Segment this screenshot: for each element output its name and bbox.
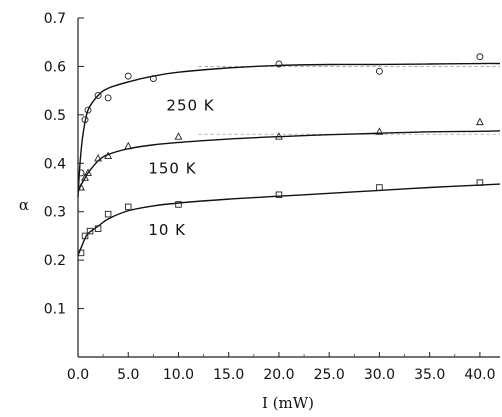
data-point-circle bbox=[375, 67, 383, 75]
data-point-square bbox=[476, 179, 484, 186]
y-tick-label: 0.6 bbox=[44, 59, 66, 75]
y-axis-title: α bbox=[19, 196, 29, 214]
y-tick-label: 0.4 bbox=[44, 156, 66, 172]
data-point-triangle bbox=[77, 183, 85, 191]
y-tick-label: 0.3 bbox=[44, 205, 66, 221]
data-point-circle bbox=[149, 75, 157, 82]
data-point-circle bbox=[81, 116, 89, 124]
data-markers bbox=[77, 53, 484, 257]
data-point-circle bbox=[94, 92, 102, 99]
data-point-square bbox=[376, 184, 383, 191]
y-tick-label: 0.1 bbox=[44, 302, 66, 318]
tick-labels: 0.0 5.0 10.0 15.0 20.0 25.0 30.0 35.0 40.0 0.1 0.2… bbox=[44, 11, 496, 383]
x-tick-label: 30.0 bbox=[364, 367, 395, 383]
series-label: 150 K bbox=[148, 160, 196, 178]
data-point-square bbox=[104, 210, 112, 218]
data-point-triangle bbox=[275, 132, 283, 140]
y-tick-label: 0.5 bbox=[44, 108, 66, 124]
data-point-square bbox=[175, 201, 182, 208]
data-point-square bbox=[86, 227, 94, 235]
x-tick-label: 5.0 bbox=[117, 367, 139, 383]
x-tick-label: 25.0 bbox=[314, 367, 345, 383]
x-tick-label: 15.0 bbox=[213, 367, 244, 383]
fit-curve-1 bbox=[77, 130, 501, 193]
data-point-circle bbox=[84, 106, 92, 114]
data-point-triangle bbox=[104, 151, 113, 159]
data-point-triangle bbox=[375, 127, 384, 135]
x-axis-title: I (mW) bbox=[262, 394, 314, 412]
data-point-triangle bbox=[81, 173, 89, 181]
data-point-triangle bbox=[475, 117, 484, 126]
fit-curve-2 bbox=[77, 183, 501, 256]
data-point-triangle bbox=[124, 141, 133, 150]
data-point-circle bbox=[104, 94, 112, 102]
x-tick-label: 35.0 bbox=[414, 367, 445, 383]
x-tick-label: 0.0 bbox=[67, 367, 89, 383]
series-label: 250 K bbox=[166, 96, 214, 114]
reference-lines bbox=[198, 66, 500, 135]
data-point-triangle bbox=[84, 168, 92, 176]
fit-curves bbox=[77, 62, 501, 256]
y-tick-label: 0.7 bbox=[44, 11, 66, 27]
data-point-circle bbox=[124, 72, 132, 80]
axes bbox=[77, 17, 500, 358]
x-tick-label: 40.0 bbox=[464, 367, 495, 383]
data-point-circle bbox=[275, 60, 283, 68]
data-point-square bbox=[94, 225, 102, 232]
series-labels: 250 K 150 K 10 K bbox=[148, 96, 214, 239]
data-point-square bbox=[81, 232, 89, 240]
y-tick-label: 0.2 bbox=[44, 253, 66, 269]
data-point-square bbox=[275, 191, 283, 199]
data-point-triangle bbox=[94, 153, 103, 162]
fit-curve-0 bbox=[77, 62, 501, 198]
x-tick-label: 10.0 bbox=[163, 367, 194, 383]
data-point-triangle bbox=[174, 132, 183, 140]
data-point-square bbox=[124, 203, 132, 211]
data-point-circle bbox=[476, 53, 484, 61]
series-label: 10 K bbox=[148, 221, 186, 239]
x-tick-label: 20.0 bbox=[263, 367, 294, 383]
